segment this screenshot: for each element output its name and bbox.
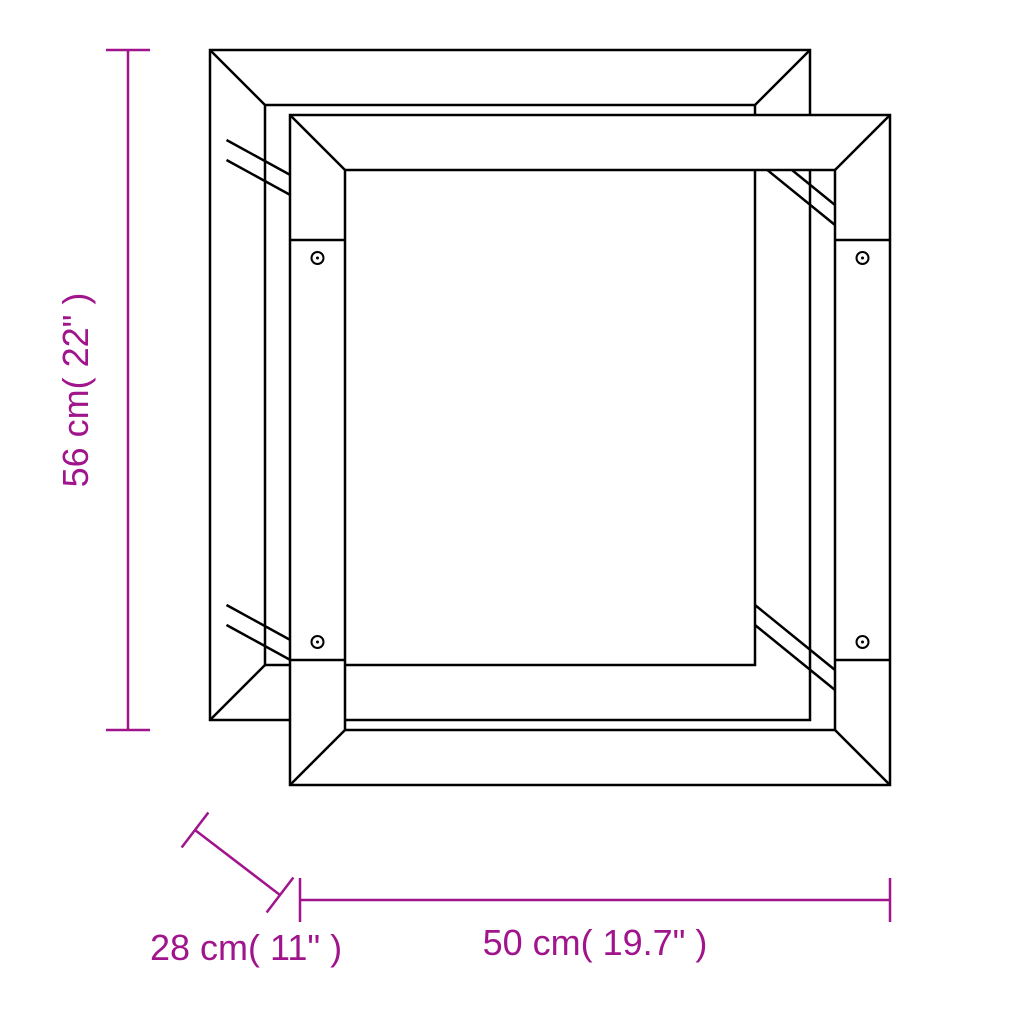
dim-height-label: 56 cm( 22" ) (55, 293, 96, 488)
dimension-diagram: 56 cm( 22" ) 50 cm( 19.7" ) 28 cm( 11" ) (0, 0, 1024, 1024)
dim-depth-label: 28 cm( 11" ) (150, 927, 342, 968)
dim-width-label: 50 cm( 19.7" ) (483, 922, 708, 963)
